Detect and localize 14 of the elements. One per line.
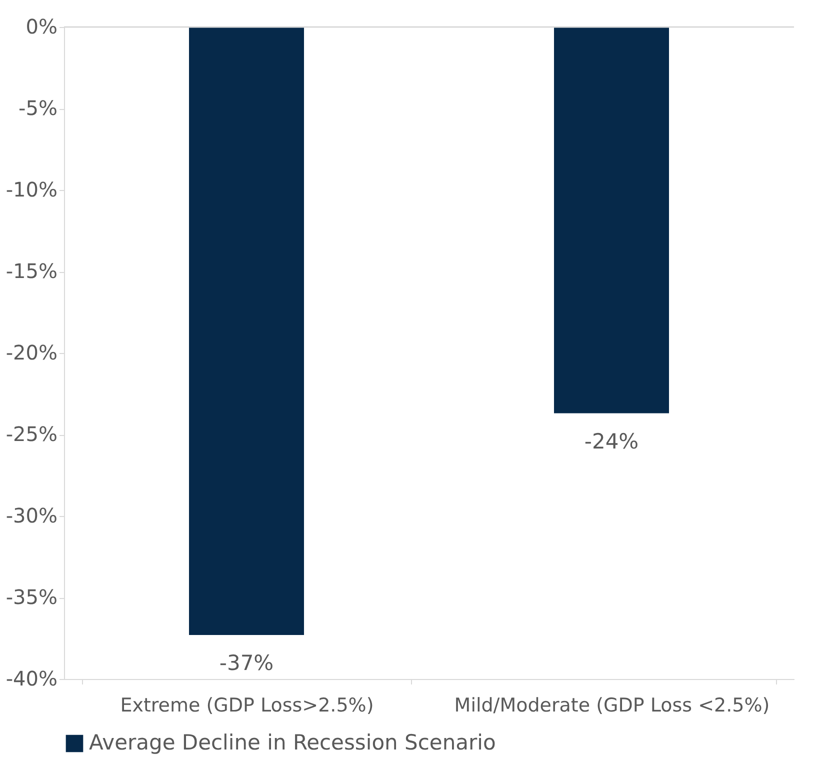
x-tick-label: Extreme (GDP Loss>2.5%) (120, 694, 374, 716)
y-tick-label: -25% (6, 422, 58, 446)
y-tick-label: -35% (6, 585, 58, 609)
data-label: -24% (584, 429, 639, 454)
x-tick-label: Mild/Moderate (GDP Loss <2.5%) (454, 694, 770, 716)
legend-label: Average Decline in Recession Scenario (89, 730, 496, 754)
y-tick-label: -40% (6, 666, 58, 690)
y-tick-label: -20% (6, 340, 58, 364)
y-tick-label: -5% (18, 96, 58, 120)
data-label: -37% (219, 650, 274, 675)
y-tick-label: 0% (26, 14, 58, 38)
y-tick-label: -15% (6, 259, 58, 283)
y-tick-label: -10% (6, 178, 58, 202)
y-tick-label: -30% (6, 504, 58, 528)
